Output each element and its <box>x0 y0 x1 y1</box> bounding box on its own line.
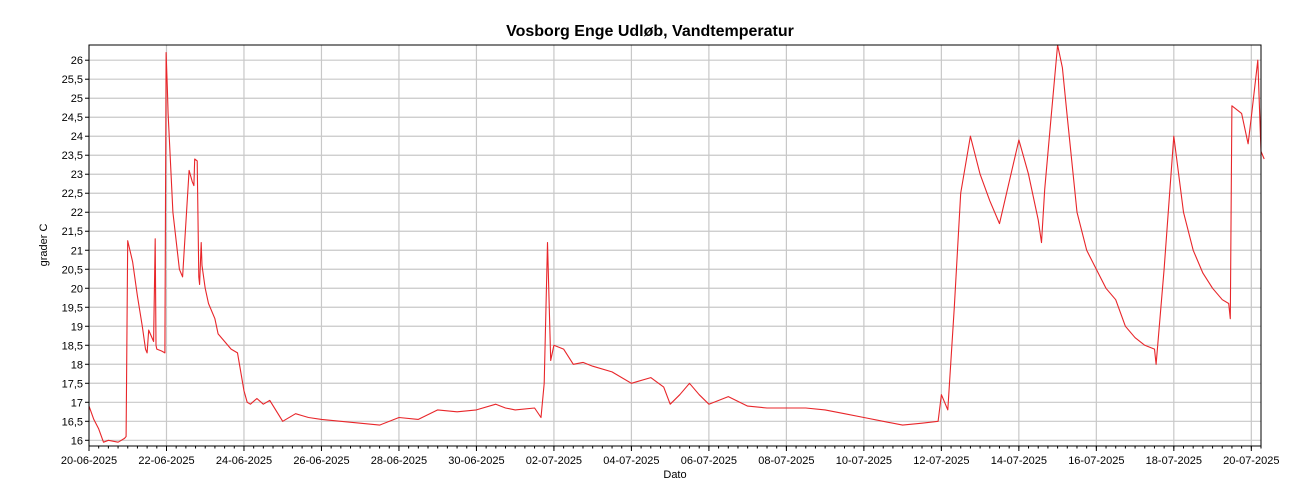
grid <box>88 45 1261 446</box>
x-tick-label: 04-07-2025 <box>603 455 659 467</box>
y-tick-label: 17 <box>71 397 83 409</box>
x-tick-label: 26-06-2025 <box>293 455 349 467</box>
y-tick-label: 25,5 <box>62 74 83 86</box>
x-tick-label: 10-07-2025 <box>836 455 892 467</box>
y-tick-label: 23,5 <box>62 150 83 162</box>
y-axis-label: grader C <box>38 224 50 267</box>
x-tick-label: 16-07-2025 <box>1068 455 1124 467</box>
x-tick-label: 08-07-2025 <box>758 455 814 467</box>
y-tick-label: 18 <box>71 359 83 371</box>
y-tick-label: 21 <box>71 245 83 257</box>
x-tick-label: 02-07-2025 <box>526 455 582 467</box>
x-tick-label: 06-07-2025 <box>681 455 737 467</box>
y-tick-label: 19 <box>71 321 83 333</box>
y-tick-label: 16 <box>71 435 83 447</box>
series-layer <box>88 44 1265 443</box>
x-tick-label: 14-07-2025 <box>991 455 1047 467</box>
y-tick-label: 17,5 <box>62 378 83 390</box>
y-tick-label: 16,5 <box>62 416 83 428</box>
x-tick-label: 18-07-2025 <box>1146 455 1202 467</box>
y-tick-label: 24 <box>71 131 83 143</box>
x-tick-label: 28-06-2025 <box>371 455 427 467</box>
x-tick-label: 20-07-2025 <box>1223 455 1279 467</box>
series-line <box>88 44 1265 443</box>
axis-ticks: 16 16,5 17 17,5 18 18,5 19 19,5 20 20,5 21 21,5 22 22… <box>61 55 1280 467</box>
y-tick-label: 24,5 <box>62 112 83 124</box>
x-axis-label: Dato <box>663 469 686 481</box>
x-tick-label: 12-07-2025 <box>913 455 969 467</box>
y-tick-label: 25 <box>71 93 83 105</box>
y-tick-label: 23 <box>71 169 83 181</box>
chart-title: Vosborg Enge Udløb, Vandtemperatur <box>506 23 794 40</box>
y-tick-label: 26 <box>71 55 83 67</box>
y-tick-label: 22 <box>71 207 83 219</box>
y-tick-label: 18,5 <box>62 340 83 352</box>
y-tick-label: 22,5 <box>62 188 83 200</box>
plot-frame <box>88 44 1262 447</box>
y-tick-label: 19,5 <box>62 302 83 314</box>
y-tick-label: 20 <box>71 283 83 295</box>
y-tick-label: 21,5 <box>62 226 83 238</box>
y-tick-label: 20,5 <box>62 264 83 276</box>
x-tick-label: 22-06-2025 <box>138 455 194 467</box>
x-tick-label: 24-06-2025 <box>216 455 272 467</box>
x-tick-label: 20-06-2025 <box>61 455 117 467</box>
x-tick-label: 30-06-2025 <box>448 455 504 467</box>
